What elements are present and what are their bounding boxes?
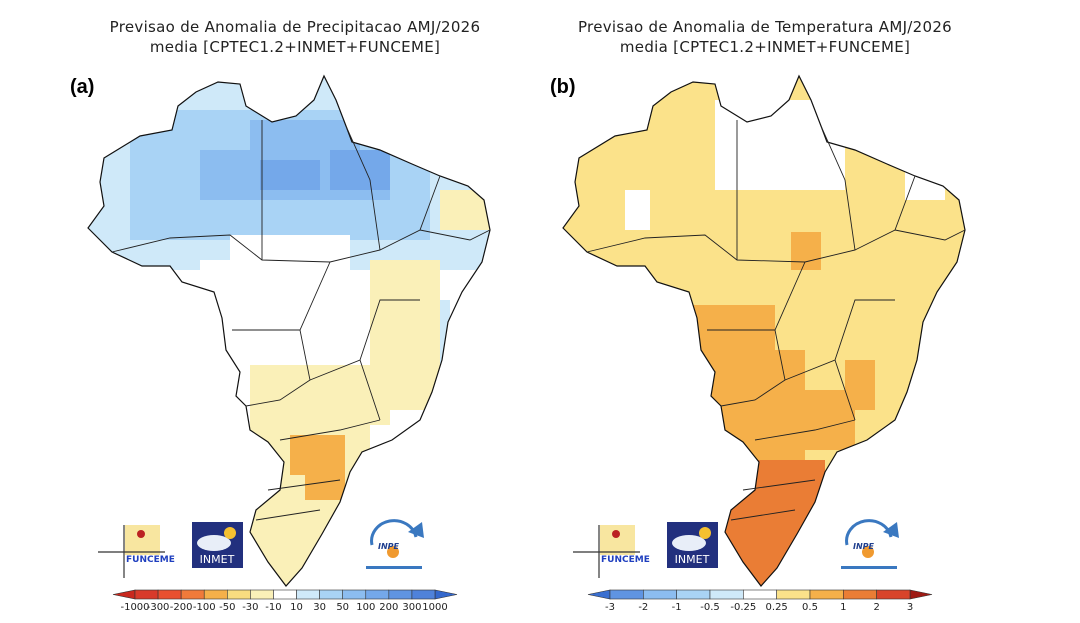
colorbar-tick-label: 100 <box>356 602 375 613</box>
colorbar-swatch <box>843 589 877 600</box>
title-temperature: Previsao de Anomalia de Temperatura AMJ/… <box>515 17 1015 57</box>
colorbar-swatch <box>365 589 390 600</box>
colorbar-tick-label: -200 <box>170 602 193 613</box>
colorbar-tick-label: 3 <box>907 602 913 613</box>
colorbar-triangle-high <box>434 589 458 600</box>
colorbar-swatch <box>134 589 159 600</box>
colorbar-swatch <box>319 589 343 600</box>
funceme-logo: FUNCEME <box>98 525 175 578</box>
colorbar-tick-label: -10 <box>265 602 281 613</box>
inpe-text: INPE <box>853 542 875 551</box>
colorbar-swatch <box>227 589 251 600</box>
state-borders <box>111 120 491 521</box>
colorbar-swatch <box>180 589 205 600</box>
colorbar-tick-label: -0.25 <box>730 602 756 613</box>
colorbar-tick-label: -0.5 <box>700 602 720 613</box>
logos: FUNCEME INMET INPE <box>98 519 424 578</box>
colorbar-swatch <box>203 589 228 600</box>
state-borders <box>586 120 966 521</box>
colorbar-tick-label: 1 <box>840 602 846 613</box>
colorbar-swatch <box>296 589 320 600</box>
colorbar-precipitation: -1000-300 -200 -100 -50 -30 -10 10 30 50 100 200 30… <box>112 589 458 613</box>
colorbar-swatch <box>776 589 811 600</box>
colorbar-tick-label: -1 <box>672 602 682 613</box>
colorbar-tick-label: 300 <box>402 602 421 613</box>
colorbar-swatch <box>609 589 644 600</box>
colorbar-tick-label: 2 <box>873 602 879 613</box>
colorbar-swatch <box>250 589 274 600</box>
colorbar-tick-label: 0.25 <box>766 602 788 613</box>
colorbar-triangle-low <box>587 589 611 600</box>
colorbar-swatch <box>643 589 677 600</box>
inmet-text: INMET <box>675 553 710 566</box>
inpe-logo: INPE <box>366 519 424 569</box>
colorbar-tick-label: 30 <box>313 602 326 613</box>
colorbar-triangle-low <box>112 589 136 600</box>
panel-label-b: (b) <box>550 76 576 98</box>
map-temperature <box>562 75 966 587</box>
panel-label-a: (a) <box>70 76 95 98</box>
funceme-text: FUNCEME <box>601 555 650 565</box>
colorbar-swatch <box>809 589 844 600</box>
map-precipitation <box>87 75 491 587</box>
colorbar-swatch <box>273 589 297 600</box>
funceme-text: FUNCEME <box>126 555 175 565</box>
colorbar-triangle-high <box>909 589 933 600</box>
inmet-logo: INMET <box>667 522 718 568</box>
title-line2: media [CPTEC1.2+INMET+FUNCEME] <box>619 38 911 56</box>
inmet-logo: INMET <box>192 522 243 568</box>
colorbar-swatch <box>709 589 744 600</box>
title-line2: media [CPTEC1.2+INMET+FUNCEME] <box>149 38 441 56</box>
colorbar-tick-label: -50 <box>219 602 235 613</box>
colorbar-tick-label: -1000 <box>120 602 149 613</box>
title-line1: Previsao de Anomalia de Precipitacao AMJ… <box>109 18 481 36</box>
colorbar-tick-label: -100 <box>193 602 216 613</box>
title-line1: Previsao de Anomalia de Temperatura AMJ/… <box>577 18 953 36</box>
logos: FUNCEME INMET INPE <box>573 519 899 578</box>
inpe-text: INPE <box>378 542 400 551</box>
colorbar-tick-label: 200 <box>379 602 398 613</box>
funceme-logo: FUNCEME <box>573 525 650 578</box>
title-precipitation: Previsao de Anomalia de Precipitacao AMJ… <box>40 17 550 57</box>
colorbar-swatch <box>411 589 436 600</box>
colorbar-swatch <box>388 589 413 600</box>
colorbar-temperature: -3 -2 -1 -0.5 -0.25 0.25 0.5 1 2 3 <box>587 589 933 613</box>
colorbar-tick-label: -2 <box>638 602 648 613</box>
colorbar-tick-label: -30 <box>242 602 258 613</box>
colorbar-swatch <box>876 589 911 600</box>
colorbar-swatch <box>157 589 182 600</box>
colorbar-swatch <box>743 589 777 600</box>
inpe-logo: INPE <box>841 519 899 569</box>
colorbar-tick-label: 10 <box>290 602 303 613</box>
colorbar-tick-label: 50 <box>336 602 349 613</box>
colorbar-tick-label: 0.5 <box>802 602 818 613</box>
colorbar-swatch <box>676 589 711 600</box>
colorbar-tick-label: 1000 <box>422 602 447 613</box>
inmet-text: INMET <box>200 553 235 566</box>
colorbar-tick-label: -300 <box>147 602 170 613</box>
colorbar-tick-label: -3 <box>605 602 615 613</box>
colorbar-swatch <box>342 589 367 600</box>
